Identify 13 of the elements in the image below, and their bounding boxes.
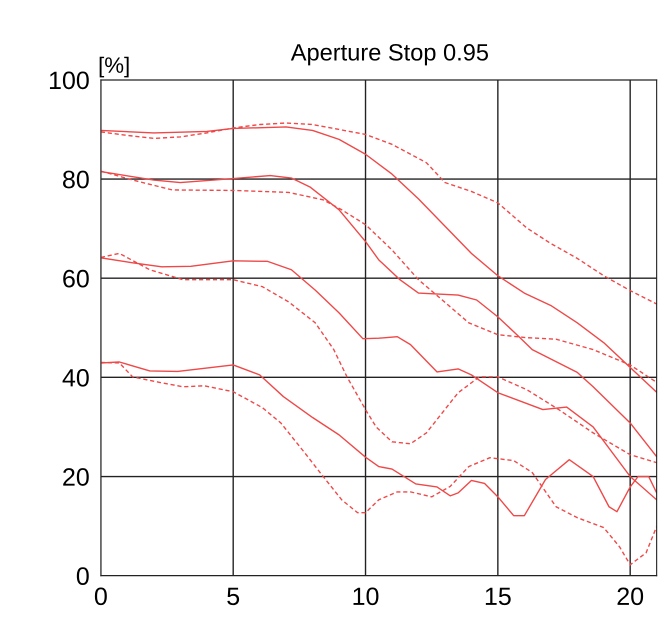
y-tick-label: 0 <box>76 567 89 585</box>
y-tick-label: 60 <box>63 270 89 288</box>
y-tick-label: 40 <box>62 368 89 387</box>
y-tick-label: 100 <box>50 71 89 90</box>
chart-title: Aperture Stop 0.95 <box>290 44 488 66</box>
x-tick-label: 0 <box>94 587 107 606</box>
y-tick-label: 20 <box>63 468 89 486</box>
x-tick-label: 20 <box>618 587 644 606</box>
y-tick-label: 80 <box>63 170 89 188</box>
y-axis-title: [%] <box>100 56 129 78</box>
x-tick-label: 10 <box>354 587 378 606</box>
x-tick-label: 5 <box>227 588 240 606</box>
x-tick-label: 15 <box>486 588 511 606</box>
